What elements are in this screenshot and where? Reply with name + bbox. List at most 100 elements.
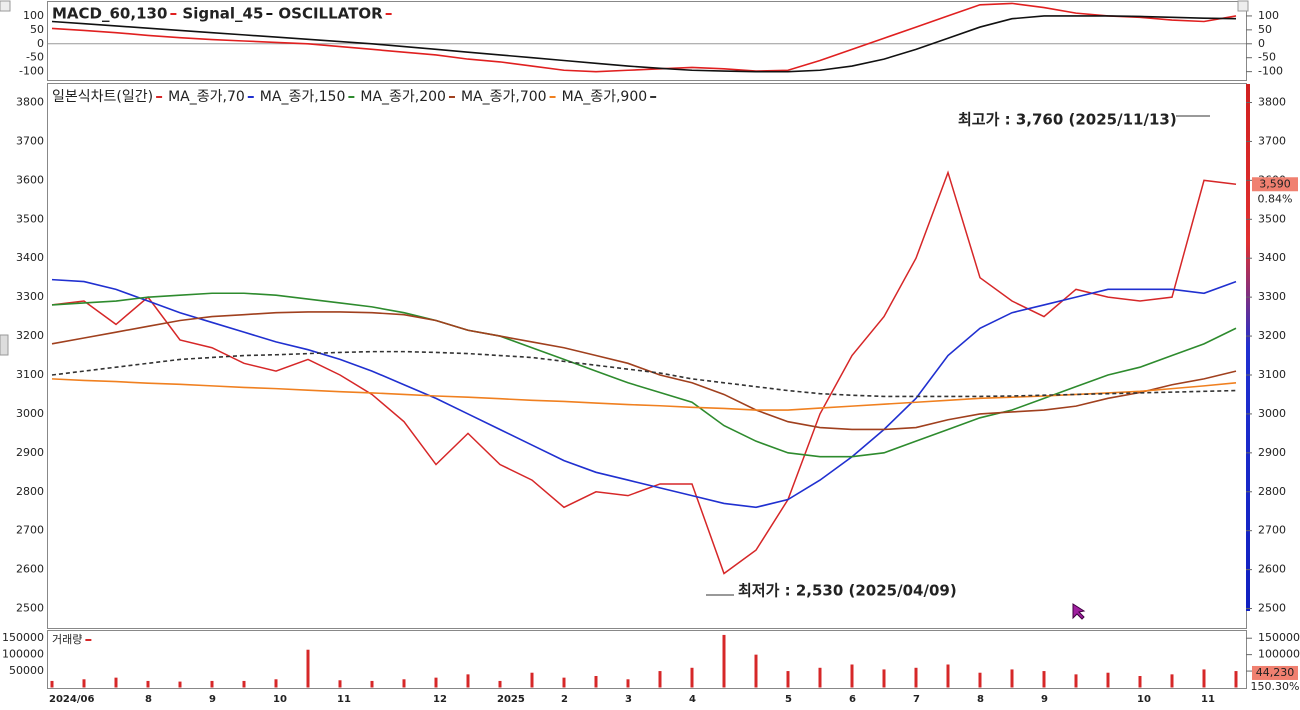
volume-bar: [1170, 674, 1174, 688]
volume-bar: [434, 677, 438, 688]
x-tick-label: 2024/06: [49, 694, 94, 705]
y2-tick-label: 3000: [1258, 407, 1286, 420]
x-tick-label: 7: [913, 694, 920, 705]
volume-bar: [274, 679, 278, 688]
legend-label: MACD_60,130: [52, 5, 167, 23]
y-tick-label: 3800: [16, 96, 44, 109]
x-tick-label: 4: [689, 694, 696, 705]
y-tick-label: 3300: [16, 290, 44, 303]
volume-bar: [210, 680, 214, 688]
y-tick-label: 2500: [16, 602, 44, 615]
legend-label: MA_종가,200: [360, 89, 446, 105]
y-tick-label: 100: [23, 9, 44, 22]
y2-tick-label: 2500: [1258, 602, 1286, 615]
volume-bar: [818, 667, 822, 688]
volume-bar: [82, 679, 86, 688]
x-tick-label: 9: [1041, 694, 1048, 705]
panel-toggle[interactable]: [0, 334, 9, 356]
x-tick-label: 12: [433, 694, 447, 705]
y-tick-label: -50: [26, 51, 44, 64]
y2-tick-label: 3700: [1258, 134, 1286, 147]
series-line: [51, 350, 1237, 398]
x-tick-label: 2: [561, 694, 568, 705]
x-tick-label: 10: [1137, 694, 1151, 705]
y-tick-label: 3600: [16, 173, 44, 186]
y2-tick-label: 3500: [1258, 212, 1286, 225]
volume-bar: [530, 672, 534, 688]
y2-tick-label: 2900: [1258, 446, 1286, 459]
y-tick-label: 3400: [16, 251, 44, 264]
y2-tick-label: -50: [1258, 51, 1276, 64]
volume-bar: [882, 669, 886, 688]
y2-tick-label: 2600: [1258, 563, 1286, 576]
legend-label: MA_종가,700: [461, 89, 547, 105]
annotation: 최저가 : 2,530 (2025/04/09): [738, 582, 957, 600]
volume-bar: [1042, 671, 1046, 688]
y2-tick-label: 50: [1258, 23, 1272, 36]
volume-bar: [50, 680, 54, 688]
macd-panel: [47, 1, 1247, 81]
volume-bar: [1106, 672, 1110, 688]
series-line: [51, 170, 1237, 575]
x-tick-label: 11: [337, 694, 351, 705]
y-tick-label: 2700: [16, 524, 44, 537]
x-tick-label: 3: [625, 694, 632, 705]
volume-bar: [114, 677, 118, 688]
y-tick-label: -100: [19, 65, 44, 78]
last-volume-tag: [1252, 665, 1298, 680]
volume-bar: [754, 654, 758, 688]
y-tick-label: 3100: [16, 368, 44, 381]
y-tick-label: 3000: [16, 407, 44, 420]
x-tick-label: 11: [1201, 694, 1215, 705]
volume-bar: [850, 664, 854, 688]
legend-label: 거래량: [52, 633, 82, 646]
series-line: [51, 311, 1237, 431]
y-tick-label: 2900: [16, 446, 44, 459]
volume-bar: [562, 677, 566, 688]
legend-label: OSCILLATOR: [278, 5, 383, 23]
volume-bar: [242, 680, 246, 688]
y-tick-label: 50000: [9, 664, 44, 677]
y2-tick-label: 3400: [1258, 251, 1286, 264]
volume-bar: [1010, 669, 1014, 688]
panel-button[interactable]: [0, 0, 11, 12]
series-line: [51, 278, 1237, 509]
volume-bar: [402, 679, 406, 688]
y2-tick-label: 0: [1258, 37, 1265, 50]
volume-bar: [626, 679, 630, 688]
volume-bar: [914, 667, 918, 688]
y-tick-label: 3200: [16, 329, 44, 342]
series-line: [51, 2, 1237, 73]
legend-label: 일본식차트(일간): [52, 89, 153, 105]
y-tick-label: 3700: [16, 134, 44, 147]
panel-button[interactable]: [1237, 0, 1249, 12]
volume-bar: [722, 634, 726, 688]
legend-label: MA_종가,70: [168, 89, 245, 105]
x-tick-label: 9: [209, 694, 216, 705]
x-tick-label: 8: [977, 694, 984, 705]
y2-tick-label: 100: [1258, 9, 1279, 22]
y-tick-label: 50: [30, 23, 44, 36]
series-line: [51, 378, 1237, 411]
volume-panel: [47, 630, 1247, 689]
volume-bar: [946, 664, 950, 688]
last-price-tag: [1252, 177, 1298, 192]
y-tick-label: 0: [37, 37, 44, 50]
volume-bar: [370, 680, 374, 688]
volume-bar: [1074, 674, 1078, 688]
last-price-label: 3,590: [1259, 177, 1291, 190]
volume-bar: [690, 667, 694, 688]
y2-tick-label: -100: [1258, 65, 1283, 78]
y2-tick-label: 3100: [1258, 368, 1286, 381]
x-tick-label: 8: [145, 694, 152, 705]
volume-bar: [594, 676, 598, 688]
volume-bar: [786, 671, 790, 688]
annotation: 최고가 : 3,760 (2025/11/13): [958, 111, 1177, 129]
y2-tick-label: 2800: [1258, 485, 1286, 498]
legend-label: Signal_45: [182, 5, 263, 23]
volume-bar: [1138, 676, 1142, 688]
y2-tick-label: 3300: [1258, 290, 1286, 303]
legend-label: MA_종가,900: [562, 89, 648, 105]
y-tick-label: 150000: [2, 631, 44, 644]
